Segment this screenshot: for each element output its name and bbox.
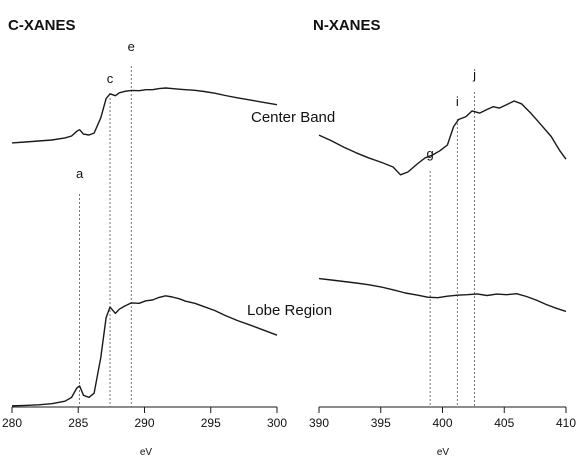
- n-xanes-lobe-spectrum: [318, 277, 567, 313]
- c-xanes-x-axis-label: eV: [140, 447, 153, 457]
- lobe-region-label: Lobe Region: [247, 302, 332, 319]
- n-xanes-x-tick-label: 410: [556, 416, 576, 430]
- peak-e-label: e: [128, 39, 135, 54]
- peak-i-label: i: [456, 94, 459, 109]
- c-xanes-x-tick-label: 285: [68, 416, 88, 430]
- n-xanes-title: N-XANES: [313, 17, 381, 34]
- c-xanes-title: C-XANES: [8, 17, 76, 34]
- c-xanes-x-tick-label: 295: [201, 416, 221, 430]
- n-xanes-x-tick-label: 400: [432, 416, 452, 430]
- n-xanes-x-tick-label: 405: [494, 416, 514, 430]
- c-xanes-center-spectrum: [11, 87, 278, 144]
- peak-c-label: c: [107, 71, 114, 86]
- n-xanes-panel: N-XANES eV 390 395 400 405 410 g ij: [309, 17, 576, 457]
- c-xanes-x-tick-label: 290: [134, 416, 154, 430]
- c-xanes-lobe-spectrum: [11, 295, 278, 407]
- c-xanes-x-tick-label: 280: [2, 416, 22, 430]
- n-xanes-x-axis-label: eV: [437, 447, 450, 457]
- c-xanes-panel: C-XANES Center Band Lobe Region eV 280 28…: [2, 17, 335, 457]
- c-xanes-x-tick-label: 300: [267, 416, 287, 430]
- n-xanes-x-tick-label: 390: [309, 416, 329, 430]
- n-xanes-center-spectrum: [318, 100, 567, 176]
- n-xanes-x-tick-label: 395: [371, 416, 391, 430]
- peak-g-label: g: [427, 146, 434, 161]
- peak-a-label: a: [76, 166, 84, 181]
- center-band-label: Center Band: [251, 109, 335, 126]
- peak-j-label: j: [472, 67, 476, 82]
